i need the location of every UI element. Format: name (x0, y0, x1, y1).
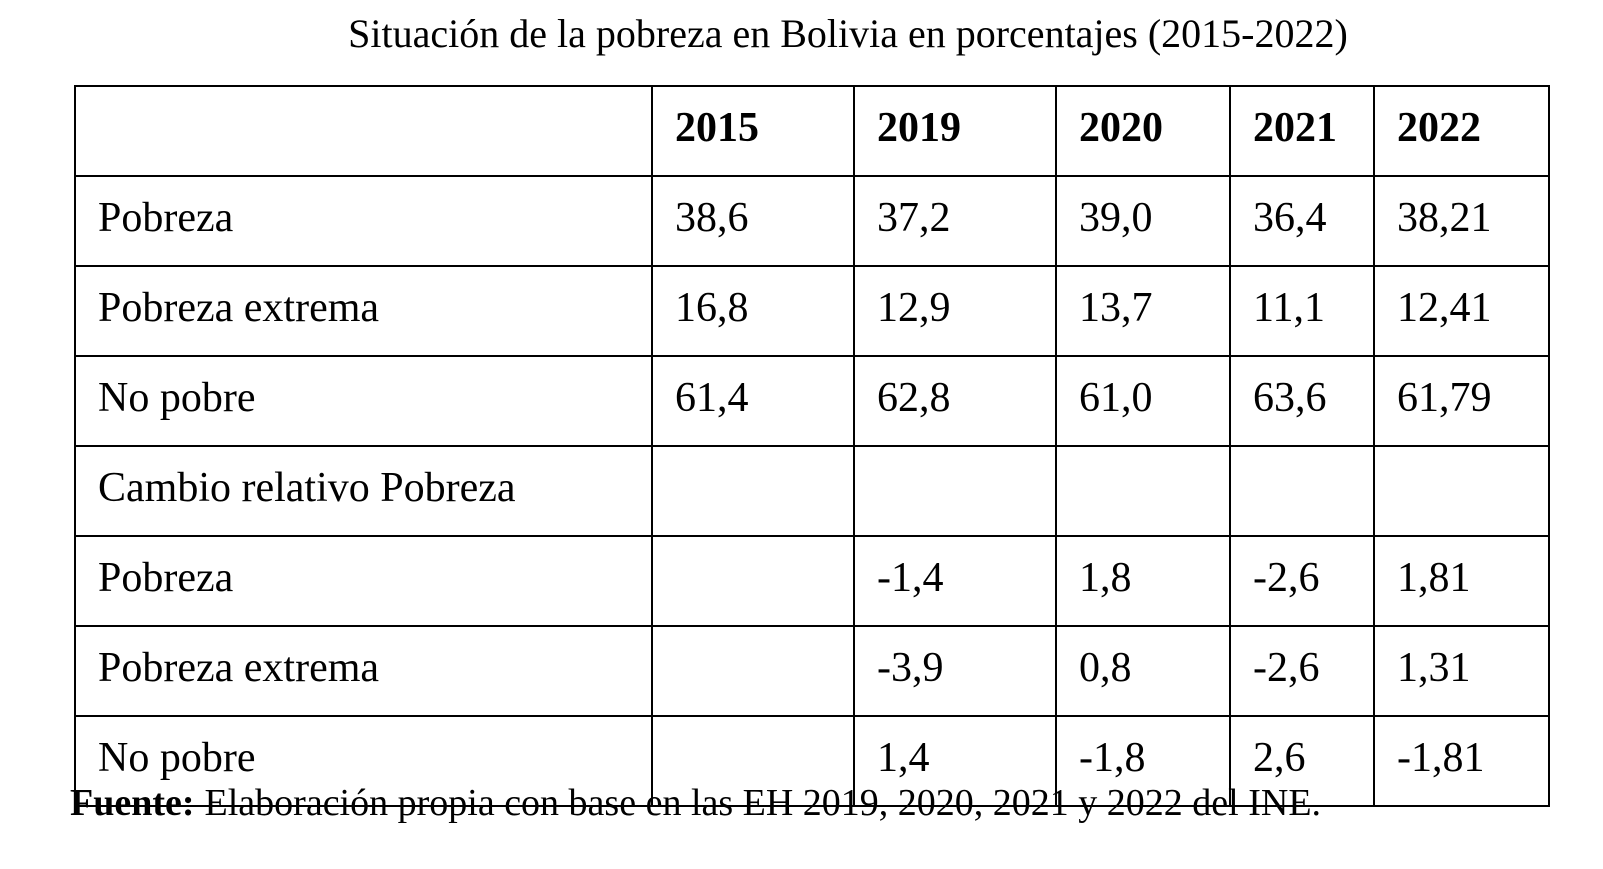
cell: -2,6 (1229, 625, 1375, 717)
table-row: Pobreza -1,4 1,8 -2,6 1,81 (74, 535, 1550, 627)
cell (651, 535, 855, 627)
row-label: Pobreza (74, 535, 653, 627)
cell: -3,9 (853, 625, 1057, 717)
cell: 61,4 (651, 355, 855, 447)
cell: -1,8 (1055, 715, 1231, 807)
cell: -1,81 (1373, 715, 1550, 807)
cell (1229, 445, 1375, 537)
cell: 1,8 (1055, 535, 1231, 627)
header-cell: 2019 (853, 85, 1057, 177)
header-cell: 2021 (1229, 85, 1375, 177)
cell (853, 445, 1057, 537)
cell: 62,8 (853, 355, 1057, 447)
cell: 38,6 (651, 175, 855, 267)
cell: 39,0 (1055, 175, 1231, 267)
cell: 63,6 (1229, 355, 1375, 447)
header-cell: 2015 (651, 85, 855, 177)
cell: 1,4 (853, 715, 1057, 807)
cell: 36,4 (1229, 175, 1375, 267)
source-note: Fuente: Elaboración propia con base en la… (70, 780, 1321, 826)
cell: 12,9 (853, 265, 1057, 357)
cell: -2,6 (1229, 535, 1375, 627)
table-row: Pobreza extrema 16,8 12,9 13,7 11,1 12,41 (74, 265, 1550, 357)
cell: 37,2 (853, 175, 1057, 267)
cell: 1,81 (1373, 535, 1550, 627)
row-label: Pobreza (74, 175, 653, 267)
cell: 61,79 (1373, 355, 1550, 447)
cell: 13,7 (1055, 265, 1231, 357)
cell: 2,6 (1229, 715, 1375, 807)
cell: 61,0 (1055, 355, 1231, 447)
cell: 16,8 (651, 265, 855, 357)
cell: 12,41 (1373, 265, 1550, 357)
header-row: 2015 2019 2020 2021 2022 (74, 85, 1550, 177)
header-cell (74, 85, 653, 177)
row-label: Pobreza extrema (74, 265, 653, 357)
row-label: No pobre (74, 355, 653, 447)
source-text: Elaboración propia con base en las EH 20… (204, 782, 1322, 824)
cell (1373, 445, 1550, 537)
table-row: Pobreza 38,6 37,2 39,0 36,4 38,21 (74, 175, 1550, 267)
table-row: Cambio relativo Pobreza (74, 445, 1550, 537)
table-row: No pobre 61,4 62,8 61,0 63,6 61,79 (74, 355, 1550, 447)
cell (651, 625, 855, 717)
row-label: No pobre (74, 715, 653, 807)
cell: 38,21 (1373, 175, 1550, 267)
table-row: No pobre 1,4 -1,8 2,6 -1,81 (74, 715, 1550, 807)
table-body: Pobreza 38,6 37,2 39,0 36,4 38,21 Pobreza extr… (74, 175, 1550, 807)
cell: 1,31 (1373, 625, 1550, 717)
row-label: Cambio relativo Pobreza (74, 445, 653, 537)
cell: 0,8 (1055, 625, 1231, 717)
cell (651, 715, 855, 807)
table-header: 2015 2019 2020 2021 2022 (74, 85, 1550, 177)
source-label: Fuente: (70, 782, 195, 824)
cell: 11,1 (1229, 265, 1375, 357)
row-label: Pobreza extrema (74, 625, 653, 717)
title: Situación de la pobreza en Bolivia en po… (348, 11, 1348, 56)
header-cell: 2020 (1055, 85, 1231, 177)
cell: -1,4 (853, 535, 1057, 627)
header-cell: 2022 (1373, 85, 1550, 177)
table-row: Pobreza extrema -3,9 0,8 -2,6 1,31 (74, 625, 1550, 717)
data-table: 2015 2019 2020 2021 2022 Pobreza 38,6 37,2 39,0… (74, 85, 1550, 807)
cell (1055, 445, 1231, 537)
cell (651, 445, 855, 537)
